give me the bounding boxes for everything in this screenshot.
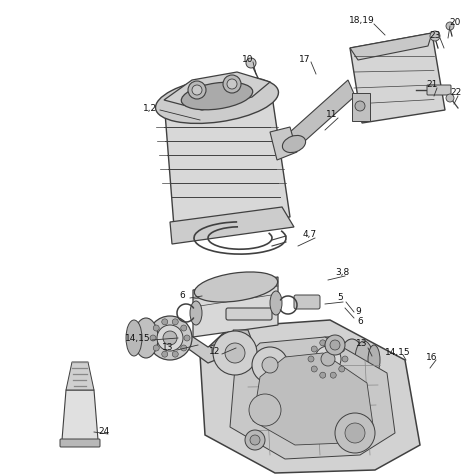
- Polygon shape: [66, 362, 94, 390]
- FancyBboxPatch shape: [294, 295, 320, 309]
- FancyBboxPatch shape: [427, 85, 451, 95]
- Circle shape: [153, 325, 159, 331]
- Circle shape: [446, 94, 454, 102]
- Text: 18,19: 18,19: [349, 16, 375, 25]
- Circle shape: [311, 346, 317, 352]
- Polygon shape: [164, 72, 270, 110]
- Text: 13: 13: [356, 339, 368, 348]
- Ellipse shape: [283, 136, 306, 153]
- Circle shape: [225, 343, 245, 363]
- Circle shape: [320, 372, 326, 378]
- Text: 24: 24: [99, 428, 109, 437]
- Circle shape: [342, 356, 348, 362]
- Circle shape: [148, 316, 192, 360]
- Circle shape: [345, 423, 365, 443]
- Circle shape: [245, 430, 265, 450]
- Circle shape: [223, 75, 241, 93]
- Polygon shape: [253, 353, 373, 445]
- Circle shape: [355, 101, 365, 111]
- Circle shape: [188, 81, 206, 99]
- FancyBboxPatch shape: [226, 308, 272, 320]
- Circle shape: [339, 366, 345, 372]
- Polygon shape: [164, 82, 290, 227]
- Circle shape: [163, 331, 177, 345]
- Text: 11: 11: [326, 109, 338, 118]
- Polygon shape: [350, 33, 432, 60]
- Circle shape: [172, 351, 178, 357]
- Circle shape: [335, 413, 375, 453]
- Text: 14,15: 14,15: [385, 347, 411, 356]
- Circle shape: [181, 345, 187, 351]
- Circle shape: [246, 58, 256, 68]
- Ellipse shape: [181, 82, 253, 110]
- Polygon shape: [200, 320, 420, 473]
- Circle shape: [262, 357, 278, 373]
- Polygon shape: [233, 330, 258, 357]
- Circle shape: [162, 319, 168, 325]
- Text: 17: 17: [299, 55, 311, 64]
- Circle shape: [446, 22, 454, 30]
- Circle shape: [325, 335, 345, 355]
- Text: 5: 5: [337, 293, 343, 302]
- Ellipse shape: [155, 77, 278, 123]
- Circle shape: [250, 435, 260, 445]
- Circle shape: [192, 85, 202, 95]
- Circle shape: [339, 346, 345, 352]
- Ellipse shape: [194, 272, 278, 302]
- Circle shape: [213, 331, 257, 375]
- Text: 21: 21: [426, 80, 438, 89]
- Circle shape: [315, 346, 341, 372]
- Text: 22: 22: [450, 88, 462, 97]
- Ellipse shape: [126, 320, 142, 356]
- Text: 6: 6: [179, 292, 185, 301]
- Text: 10: 10: [242, 55, 254, 64]
- Circle shape: [150, 335, 156, 341]
- Ellipse shape: [368, 345, 380, 375]
- Circle shape: [172, 319, 178, 325]
- Circle shape: [320, 340, 326, 346]
- Circle shape: [308, 356, 314, 362]
- Circle shape: [153, 345, 159, 351]
- Text: 9: 9: [355, 308, 361, 317]
- Text: 14,15: 14,15: [125, 334, 151, 343]
- Polygon shape: [270, 127, 297, 160]
- Circle shape: [249, 394, 281, 426]
- Polygon shape: [350, 33, 445, 123]
- Circle shape: [306, 337, 350, 381]
- Circle shape: [162, 351, 168, 357]
- Polygon shape: [170, 330, 328, 380]
- Polygon shape: [170, 207, 294, 244]
- Text: 16: 16: [426, 354, 438, 363]
- Circle shape: [430, 31, 440, 41]
- Circle shape: [311, 366, 317, 372]
- Circle shape: [321, 352, 335, 366]
- Circle shape: [181, 325, 187, 331]
- Bar: [352, 93, 370, 121]
- Polygon shape: [230, 337, 395, 459]
- Circle shape: [227, 79, 237, 89]
- FancyBboxPatch shape: [60, 439, 100, 447]
- Polygon shape: [193, 277, 278, 337]
- Circle shape: [252, 347, 288, 383]
- Text: 20: 20: [449, 18, 461, 27]
- Circle shape: [157, 325, 183, 351]
- Polygon shape: [62, 390, 98, 440]
- Ellipse shape: [355, 341, 373, 377]
- Ellipse shape: [340, 339, 364, 379]
- Ellipse shape: [190, 301, 202, 325]
- Ellipse shape: [270, 291, 282, 315]
- Text: 6: 6: [357, 318, 363, 327]
- Ellipse shape: [134, 318, 158, 358]
- Text: 1,2: 1,2: [143, 103, 157, 112]
- Text: 3,8: 3,8: [335, 267, 349, 276]
- Circle shape: [330, 340, 340, 350]
- Text: 23: 23: [429, 30, 441, 39]
- Text: 12: 12: [210, 347, 221, 356]
- Circle shape: [330, 340, 336, 346]
- Circle shape: [330, 372, 336, 378]
- Text: 4,7: 4,7: [303, 229, 317, 238]
- Text: 13: 13: [162, 344, 174, 353]
- Polygon shape: [290, 80, 355, 148]
- Circle shape: [184, 335, 190, 341]
